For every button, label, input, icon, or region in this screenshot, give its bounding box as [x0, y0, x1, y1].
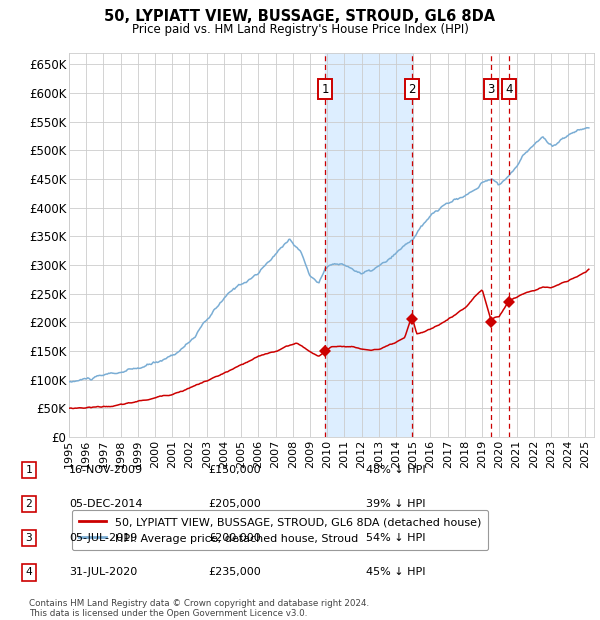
Text: 48% ↓ HPI: 48% ↓ HPI [366, 465, 425, 475]
Text: 45% ↓ HPI: 45% ↓ HPI [366, 567, 425, 577]
Text: 2: 2 [25, 499, 32, 509]
Legend: 50, LYPIATT VIEW, BUSSAGE, STROUD, GL6 8DA (detached house), HPI: Average price,: 50, LYPIATT VIEW, BUSSAGE, STROUD, GL6 8… [72, 510, 488, 551]
Text: Price paid vs. HM Land Registry's House Price Index (HPI): Price paid vs. HM Land Registry's House … [131, 23, 469, 36]
Text: 3: 3 [25, 533, 32, 543]
Text: 39% ↓ HPI: 39% ↓ HPI [366, 499, 425, 509]
Text: £235,000: £235,000 [208, 567, 261, 577]
Text: 1: 1 [25, 465, 32, 475]
Text: 31-JUL-2020: 31-JUL-2020 [69, 567, 137, 577]
Text: 3: 3 [487, 82, 494, 95]
Text: 54% ↓ HPI: 54% ↓ HPI [366, 533, 425, 543]
Text: 4: 4 [25, 567, 32, 577]
Text: 16-NOV-2009: 16-NOV-2009 [69, 465, 143, 475]
Text: £205,000: £205,000 [208, 499, 261, 509]
Text: 4: 4 [506, 82, 513, 95]
Bar [325, 53, 412, 437]
Text: Contains HM Land Registry data © Crown copyright and database right 2024.
This d: Contains HM Land Registry data © Crown c… [29, 599, 369, 618]
Text: 50, LYPIATT VIEW, BUSSAGE, STROUD, GL6 8DA: 50, LYPIATT VIEW, BUSSAGE, STROUD, GL6 8… [104, 9, 496, 24]
Text: 1: 1 [322, 82, 329, 95]
Text: 2: 2 [408, 82, 416, 95]
Text: 05-DEC-2014: 05-DEC-2014 [69, 499, 143, 509]
Text: 05-JUL-2019: 05-JUL-2019 [69, 533, 137, 543]
Text: £200,000: £200,000 [208, 533, 261, 543]
Text: £150,000: £150,000 [208, 465, 261, 475]
